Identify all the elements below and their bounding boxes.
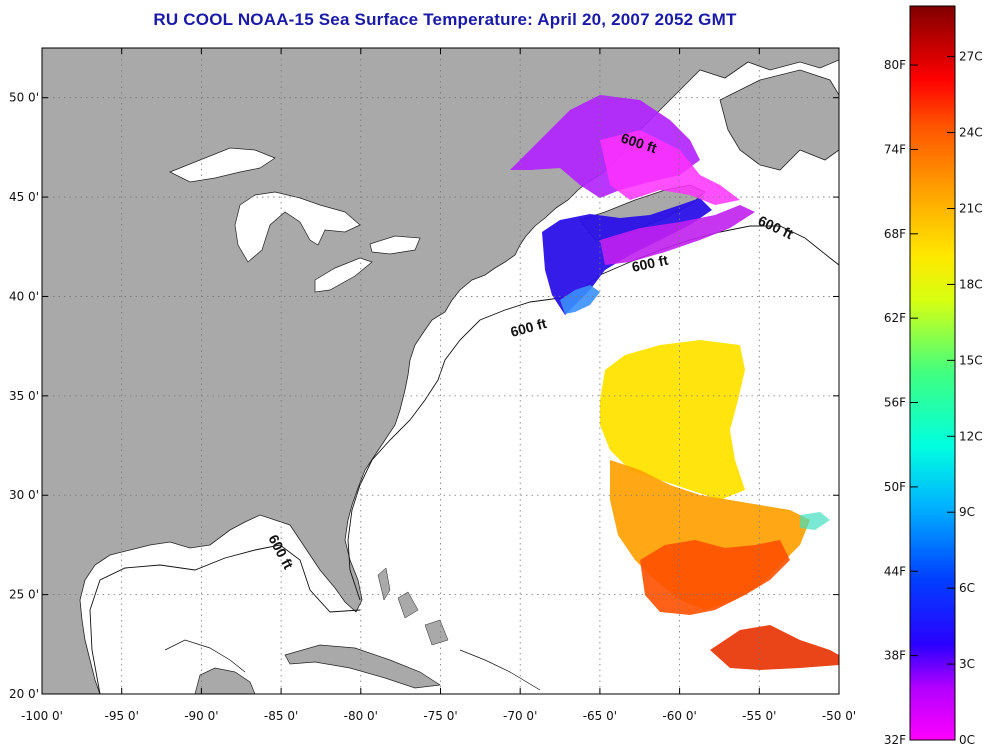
sst-sargasso-red [640,540,790,615]
colorbar-f-label: 56F [884,396,906,410]
lon-tick-label: -50 0' [822,709,856,723]
lon-tick-label: -80 0' [344,709,378,723]
colorbar-c-label: 9C [959,505,975,519]
colorbar-f-label: 62F [884,311,906,325]
colorbar-c-label: 18C [959,277,983,291]
colorbar-f-label: 80F [884,58,906,72]
colorbar-c-label: 12C [959,429,983,443]
colorbar-f-label: 38F [884,649,906,663]
colorbar-c-label: 0C [959,733,975,747]
great-lakes-michigan-huron [234,191,361,263]
sst-near-shore-cold [600,130,740,205]
lon-tick-label: -75 0' [423,709,457,723]
longitude-axis: -100 0' -95 0' -90 0' -85 0' -80 0' -75 0' -70… [21,48,856,723]
lat-tick-label: 25 0' [9,588,39,602]
great-lakes-superior [169,147,276,183]
land-newfoundland [719,69,839,171]
great-lakes-ontario [369,235,421,255]
colorbar-c-label: 27C [959,50,983,64]
lon-tick-label: -95 0' [105,709,139,723]
lon-tick-label: -100 0' [21,709,63,723]
lat-tick-label: 45 0' [9,190,39,204]
sst-sargasso-yellow [600,340,745,500]
land-yucatan [194,667,256,694]
sst-east-cool-patch [800,512,830,530]
colorbar-c-label: 21C [959,201,983,215]
lon-tick-label: -85 0' [264,709,298,723]
land-cuba [284,644,441,689]
colorbar-c-label: 6C [959,581,975,595]
colorbar-c-label: 24C [959,126,983,140]
lon-tick-label: -90 0' [184,709,218,723]
lat-tick-label: 40 0' [9,289,39,303]
map-title: RU COOL NOAA-15 Sea Surface Temperature:… [153,10,737,29]
sst-south-warm [710,625,839,670]
lon-tick-label: -55 0' [742,709,776,723]
land-bahamas [377,567,449,646]
colorbar-f-label: 50F [884,480,906,494]
lon-tick-label: -65 0' [583,709,617,723]
sst-georges-bank [560,285,600,314]
colorbar-c-label: 15C [959,353,983,367]
sst-scotian-shelf [600,205,755,265]
lon-tick-label: -60 0' [662,709,696,723]
lat-tick-label: 50 0' [9,91,39,105]
colorbar-celsius-labels: 27C 24C 21C 18C 15C 12C 9C 6C 3C 0C [947,50,983,747]
isobath-east-coast [347,225,839,601]
latitude-axis: 20 0' 25 0' 30 0' 35 0' 40 0' 45 0' 50 0' [9,91,839,701]
colorbar-f-label: 32F [884,733,906,747]
colorbar-gradient [909,5,956,741]
lat-tick-label: 35 0' [9,389,39,403]
map-grid [42,48,839,694]
map-area [42,48,839,694]
great-lakes-erie [314,257,373,293]
colorbar-fahrenheit-labels: 80F 74F 68F 62F 56F 50F 44F 38F 32F [884,58,918,747]
colorbar-c-label: 3C [959,657,975,671]
lon-tick-label: -70 0' [503,709,537,723]
lat-tick-label: 30 0' [9,488,39,502]
temperature-colorbar: 80F 74F 68F 62F 56F 50F 44F 38F 32F 27C 24C 21C 18C… [884,5,983,747]
colorbar-f-label: 74F [884,142,906,156]
isobath-gulf [89,544,361,694]
isobath-caribbean [164,639,541,691]
lat-tick-label: 20 0' [9,687,39,701]
colorbar-f-label: 68F [884,227,906,241]
colorbar-f-label: 44F [884,564,906,578]
depth-label-scotian-shelf: 600 ft [630,252,669,275]
